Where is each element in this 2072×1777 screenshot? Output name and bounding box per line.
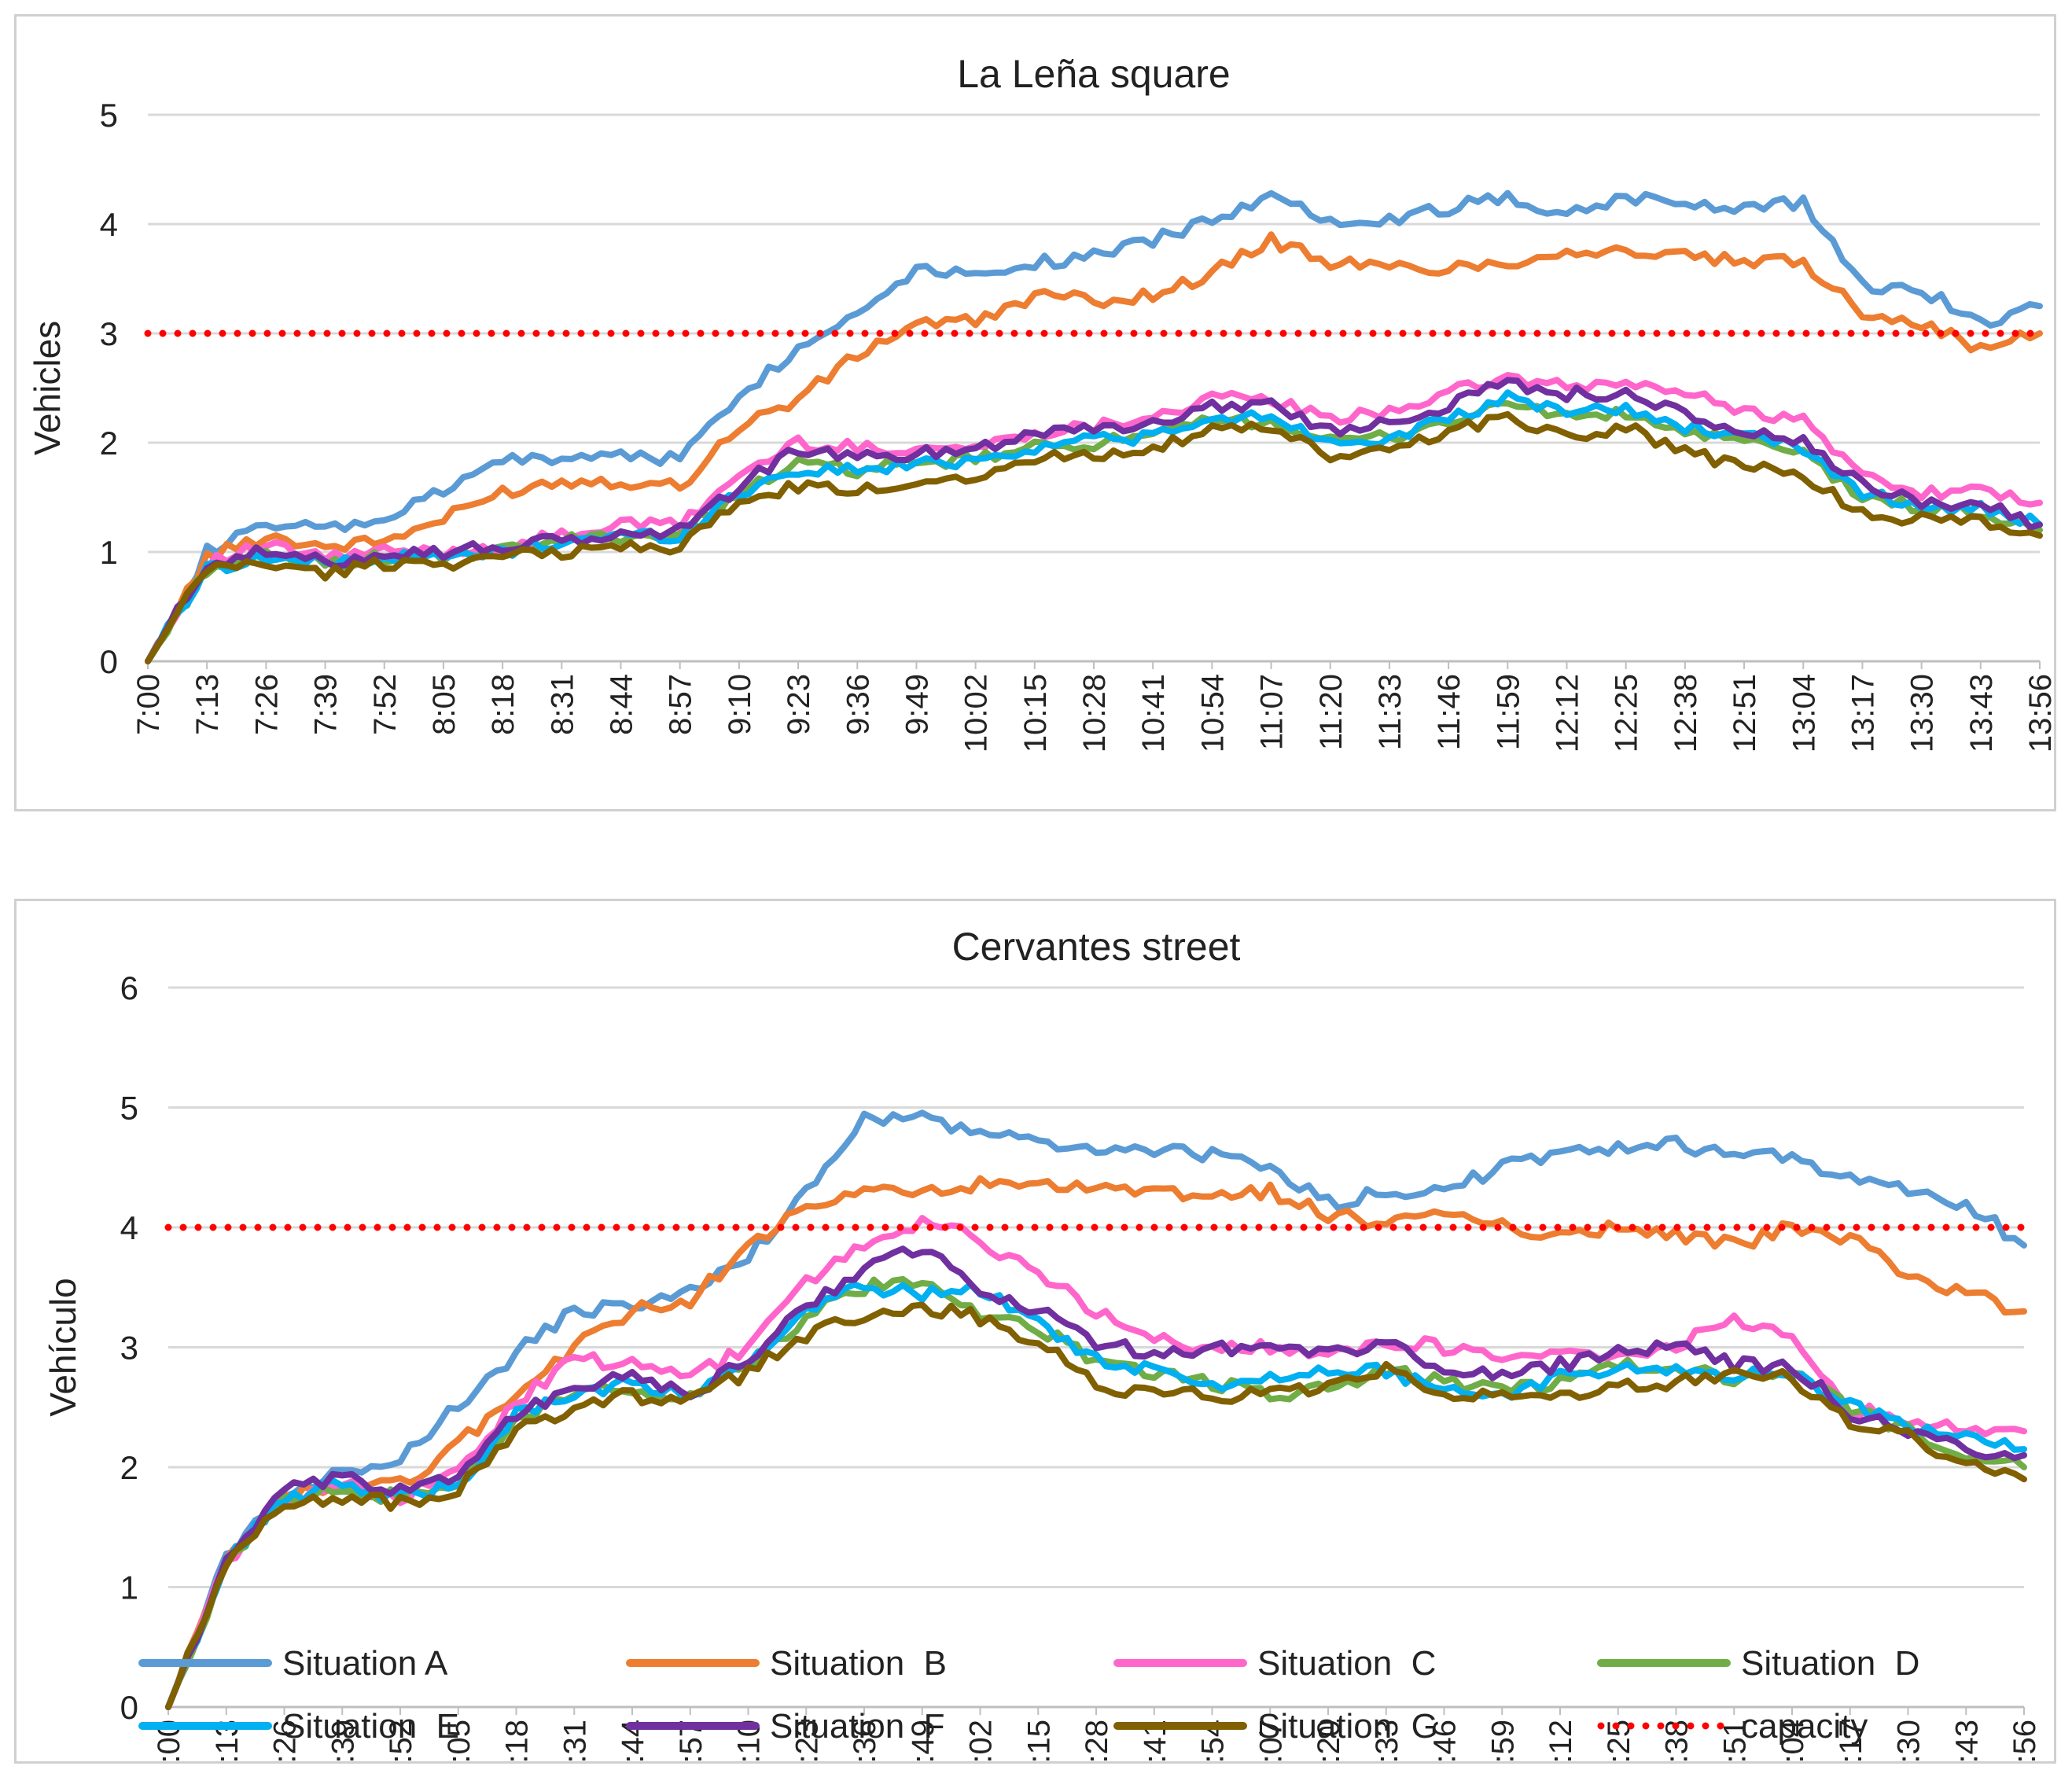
c1-x-tick-12-25: 12:25: [1610, 674, 1644, 752]
chart-la-lena-square: La Leña square Vehicles 0 1 2 3 4 5 7:00 7:13 7:26…: [27, 52, 2058, 752]
c1-x-tick-8-05: 8:05: [427, 674, 462, 735]
c2-y-tick-4: 4: [120, 1209, 138, 1246]
c1-x-tick-9-23: 9:23: [782, 674, 816, 735]
c2-series-situation-a: [165, 1109, 2027, 1710]
legend-label-5: Situation E: [282, 1707, 459, 1746]
c1-x-tick-9-49: 9:49: [900, 674, 934, 735]
c1-x-tick-11-07: 11:07: [1255, 674, 1290, 750]
c2-series-situation-g: [165, 1301, 2027, 1710]
c1-y-tick-4: 4: [100, 206, 118, 243]
c1-x-tick-13-30: 13:30: [1905, 674, 1940, 752]
c1-y-tick-2: 2: [100, 425, 118, 462]
c1-x-tick-13-17: 13:17: [1846, 674, 1880, 752]
c1-y-tick-3: 3: [100, 315, 118, 352]
c1-x-tick-9-36: 9:36: [841, 674, 875, 735]
c1-x-tick-8-31: 8:31: [545, 674, 580, 735]
c1-x-tick-11-33: 11:33: [1373, 674, 1408, 750]
legend-label-3: Situation C: [1257, 1644, 1436, 1683]
c2-y-tick-1: 1: [120, 1569, 138, 1606]
legend-label-8: capacity: [1741, 1707, 1868, 1746]
c1-y-axis-label: Vehicles: [27, 321, 68, 455]
c1-series-situation-a: [145, 189, 2043, 664]
c1-x-tick-8-18: 8:18: [486, 674, 521, 735]
c1-x-tick-12-38: 12:38: [1669, 674, 1703, 752]
c1-series-situation-f: [145, 377, 2043, 664]
legend-area: Situation A Situation B Situation C Situati…: [138, 1644, 1919, 1746]
chart-panel-cervantes: Cervantes street Vehículo 0 1 2 3 4 5 6 7:00 7:13 7…: [14, 899, 2056, 1777]
c1-x-tick-11-59: 11:59: [1491, 674, 1525, 750]
c1-x-tick-8-57: 8:57: [664, 674, 698, 735]
legend-label-7: Situation G: [1257, 1707, 1438, 1746]
c1-x-tick-7-13: 7:13: [190, 674, 225, 735]
c1-y-tick-5: 5: [100, 97, 118, 134]
c1-x-tick-10-15: 10:15: [1018, 674, 1053, 752]
c1-x-tick-8-44: 8:44: [605, 674, 639, 735]
c1-series-situation-c: [145, 372, 2043, 664]
c1-x-tick-9-10: 9:10: [723, 674, 757, 735]
c1-x-tick-7-26: 7:26: [249, 674, 284, 735]
legend-label-2: Situation B: [770, 1644, 947, 1683]
c2-series-situation-c: [165, 1215, 2027, 1710]
c1-x-tick-7-52: 7:52: [368, 674, 403, 735]
c1-x-tick-11-46: 11:46: [1432, 674, 1467, 750]
legend-label-6: Situation F: [770, 1707, 945, 1746]
c2-series-situation-b: [165, 1175, 2027, 1710]
c1-y-tick-0: 0: [100, 643, 118, 680]
c1-x-tick-11-20: 11:20: [1314, 674, 1349, 750]
c2-y-tick-5: 5: [120, 1090, 138, 1127]
c1-x-tick-7-00: 7:00: [131, 674, 166, 735]
c1-x-tick-10-41: 10:41: [1136, 674, 1171, 752]
c1-x-tick-10-02: 10:02: [959, 674, 994, 752]
c1-x-tick-10-54: 10:54: [1195, 674, 1230, 752]
c1-title: La Leña square: [957, 52, 1231, 96]
c1-series-situation-b: [145, 231, 2043, 664]
c1-x-tick-10-28: 10:28: [1077, 674, 1112, 752]
c2-y-tick-6: 6: [120, 969, 138, 1006]
c1-x-tick-12-51: 12:51: [1728, 674, 1762, 752]
c1-y-tick-1: 1: [100, 534, 118, 571]
c1-x-tick-13-43: 13:43: [1964, 674, 1999, 752]
c1-x-tick-13-56: 13:56: [2023, 674, 2054, 752]
c2-y-tick-0: 0: [120, 1689, 138, 1726]
c2-y-tick-3: 3: [120, 1330, 138, 1367]
c1-series-situation-g: [145, 410, 2043, 664]
c1-series-situation-e: [145, 389, 2043, 664]
c2-series-situation-f: [165, 1245, 2027, 1710]
legend-label-4: Situation D: [1741, 1644, 1919, 1683]
c1-x-tick-7-39: 7:39: [309, 674, 344, 735]
chart-panel-la-lena: La Leña square Vehicles 0 1 2 3 4 5 7:00 7:13 7:26…: [14, 14, 2058, 811]
c1-x-tick-12-12: 12:12: [1551, 674, 1585, 752]
c2-title: Cervantes street: [952, 925, 1241, 969]
c2-y-axis-label: Vehículo: [42, 1278, 83, 1416]
legend-label-1: Situation A: [282, 1644, 448, 1683]
c1-x-tick-13-04: 13:04: [1787, 674, 1821, 752]
c2-y-tick-2: 2: [120, 1449, 138, 1486]
